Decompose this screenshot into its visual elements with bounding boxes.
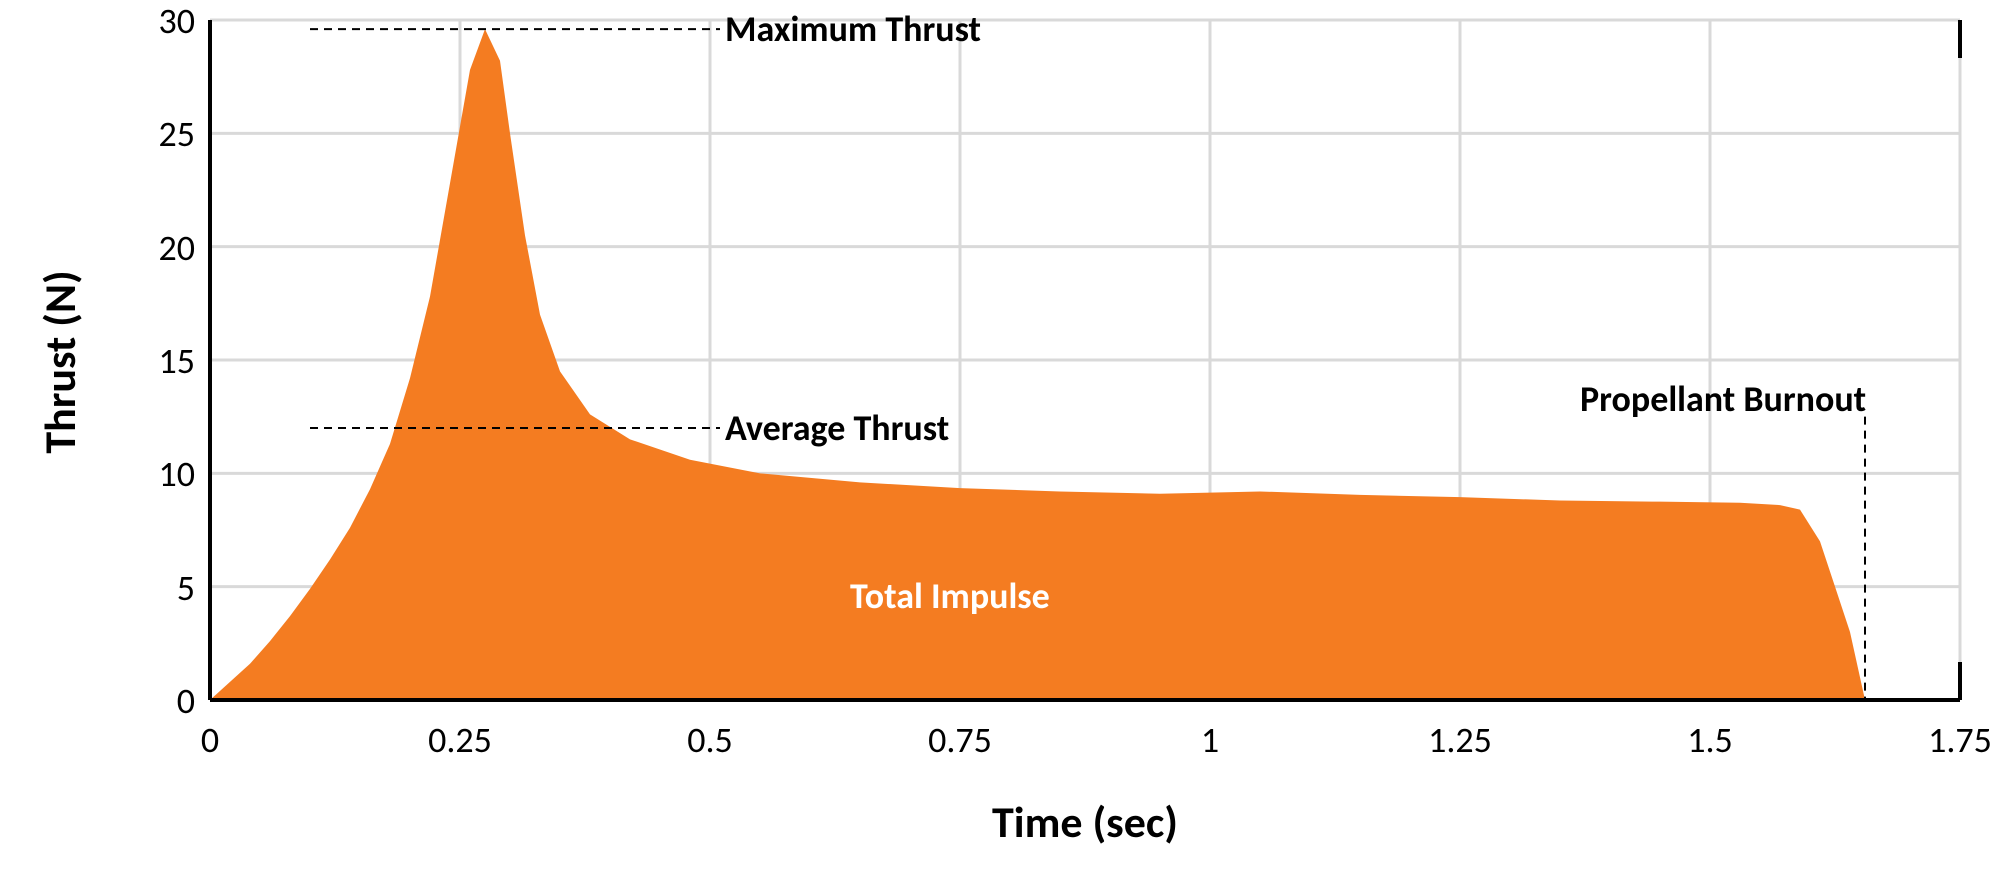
max-thrust-annotation: Maximum Thrust xyxy=(725,7,981,51)
y-tick-label: 10 xyxy=(115,452,195,496)
y-tick-label: 0 xyxy=(115,679,195,723)
x-tick-label: 0.25 xyxy=(400,718,520,762)
y-tick-label: 15 xyxy=(115,339,195,383)
y-tick-label: 20 xyxy=(115,226,195,270)
avg-thrust-annotation: Average Thrust xyxy=(725,406,949,450)
total-impulse-label: Total Impulse xyxy=(850,574,1050,618)
x-tick-label: 1.25 xyxy=(1400,718,1520,762)
x-tick-label: 1 xyxy=(1150,718,1270,762)
burnout-annotation: Propellant Burnout xyxy=(1580,377,1866,421)
y-tick-label: 25 xyxy=(115,112,195,156)
x-tick-label: 1.5 xyxy=(1650,718,1770,762)
x-tick-label: 1.75 xyxy=(1900,718,2005,762)
y-tick-label: 5 xyxy=(115,566,195,610)
y-axis-label: Thrust (N) xyxy=(33,232,87,492)
thrust-curve-chart: Thrust (N) Time (sec) Maximum Thrust Ave… xyxy=(0,0,2005,882)
x-tick-label: 0 xyxy=(150,718,270,762)
x-tick-label: 0.75 xyxy=(900,718,1020,762)
x-axis-label: Time (sec) xyxy=(210,795,1960,849)
x-tick-label: 0.5 xyxy=(650,718,770,762)
y-tick-label: 30 xyxy=(115,0,195,43)
